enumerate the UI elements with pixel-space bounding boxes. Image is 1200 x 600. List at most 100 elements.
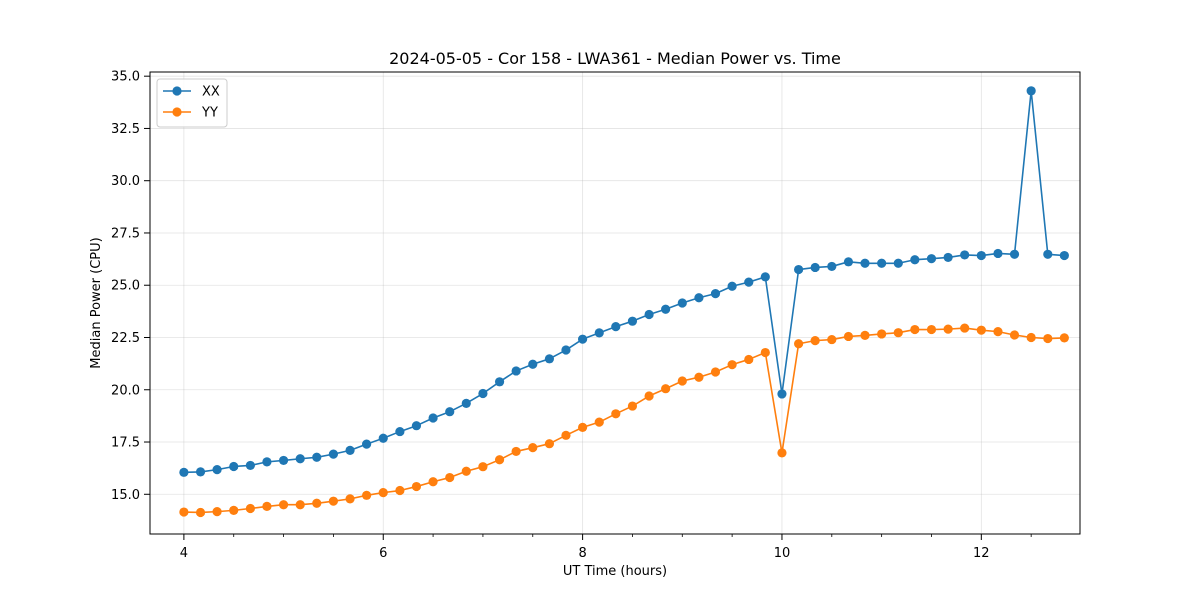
legend-entry-yy: YY: [163, 106, 218, 121]
data-point-yy: [362, 490, 372, 500]
x-axis-ticks: 4 6 8 10 12: [180, 534, 1032, 561]
data-point-xx: [760, 272, 770, 282]
data-point-yy: [794, 339, 804, 349]
data-point-yy: [843, 331, 854, 342]
data-point-yy: [328, 496, 339, 506]
data-point-yy: [312, 498, 322, 508]
data-point-xx: [245, 460, 255, 471]
data-point-xx: [860, 258, 870, 268]
data-point-yy: [760, 347, 770, 358]
data-point-yy: [395, 485, 405, 496]
data-point-xx: [295, 454, 305, 464]
data-point-xx: [910, 255, 920, 265]
data-point-xx: [661, 304, 671, 314]
data-point-yy: [212, 507, 222, 517]
series-xx: [179, 86, 1069, 477]
data-point-yy: [627, 401, 638, 411]
x-tick-label: 6: [379, 546, 387, 561]
data-point-yy: [1026, 332, 1036, 343]
data-point-xx: [278, 455, 289, 466]
data-point-xx: [943, 252, 953, 263]
data-point-xx: [494, 377, 505, 387]
data-point-xx: [993, 248, 1003, 259]
data-point-yy: [810, 336, 820, 346]
legend-label: YY: [201, 106, 218, 121]
data-point-yy: [694, 372, 704, 382]
data-point-yy: [445, 472, 455, 483]
data-point-xx: [195, 467, 206, 477]
data-point-xx: [511, 366, 521, 376]
data-point-xx: [478, 388, 488, 399]
data-point-yy: [179, 507, 189, 517]
data-point-yy: [926, 324, 937, 335]
y-tick-label: 25.0: [111, 279, 140, 294]
data-point-xx: [777, 389, 787, 399]
data-point-xx: [229, 461, 239, 472]
data-point-xx: [677, 298, 687, 308]
data-point-yy: [544, 439, 555, 449]
data-point-yy: [744, 354, 754, 365]
data-point-xx: [362, 439, 372, 449]
legend: XX YY: [156, 78, 228, 128]
data-point-yy: [478, 462, 488, 472]
data-point-yy: [677, 376, 687, 386]
data-point-yy: [378, 488, 388, 498]
data-point-yy: [943, 324, 953, 334]
data-point-xx: [262, 457, 272, 467]
plot-frame: [149, 71, 1081, 535]
data-point-xx: [611, 322, 621, 332]
data-point-xx: [827, 261, 837, 272]
data-point-yy: [777, 448, 787, 458]
data-point-xx: [926, 254, 937, 264]
data-point-yy: [511, 446, 521, 457]
data-point-yy: [1043, 333, 1053, 344]
data-point-xx: [893, 258, 903, 268]
data-point-yy: [578, 422, 588, 432]
data-point-yy: [411, 481, 422, 492]
x-tick-label: 12: [973, 546, 990, 561]
data-point-xx: [644, 309, 654, 320]
data-point-xx: [578, 334, 588, 344]
chart-title: 2024-05-05 - Cor 158 - LWA361 - Median P…: [389, 49, 841, 68]
y-tick-label: 22.5: [111, 331, 140, 346]
data-point-yy: [661, 384, 671, 394]
data-point-yy: [195, 507, 206, 518]
data-point-yy: [827, 334, 837, 345]
data-point-yy: [428, 477, 438, 487]
y-tick-label: 30.0: [111, 174, 140, 189]
y-tick-label: 20.0: [111, 383, 140, 398]
data-point-xx: [378, 433, 388, 443]
data-point-xx: [594, 328, 604, 338]
x-tick-label: 4: [180, 546, 188, 561]
data-point-yy: [594, 417, 604, 427]
data-point-xx: [395, 426, 405, 437]
data-point-xx: [345, 445, 355, 455]
data-point-xx: [428, 413, 438, 423]
data-point-yy: [860, 330, 870, 341]
data-point-yy: [229, 505, 239, 515]
x-tick-label: 10: [774, 546, 791, 561]
series-layer: [179, 86, 1069, 518]
series-yy: [179, 323, 1069, 518]
data-point-xx: [445, 407, 455, 417]
data-point-xx: [877, 258, 887, 268]
data-point-yy: [528, 443, 538, 453]
data-point-yy: [1009, 330, 1020, 340]
data-point-xx: [810, 262, 820, 273]
data-point-yy: [295, 500, 305, 510]
data-point-yy: [494, 455, 505, 465]
data-point-yy: [1059, 333, 1069, 343]
data-point-yy: [245, 503, 255, 514]
data-point-yy: [877, 329, 887, 339]
y-tick-label: 35.0: [111, 70, 140, 85]
legend-marker: [172, 86, 182, 96]
y-tick-label: 32.5: [111, 122, 140, 137]
data-point-yy: [278, 500, 289, 510]
data-point-xx: [710, 288, 721, 299]
data-point-xx: [544, 354, 555, 364]
data-point-xx: [1009, 249, 1020, 259]
data-point-xx: [627, 316, 638, 326]
data-point-yy: [611, 409, 621, 419]
y-tick-label: 15.0: [111, 488, 140, 503]
